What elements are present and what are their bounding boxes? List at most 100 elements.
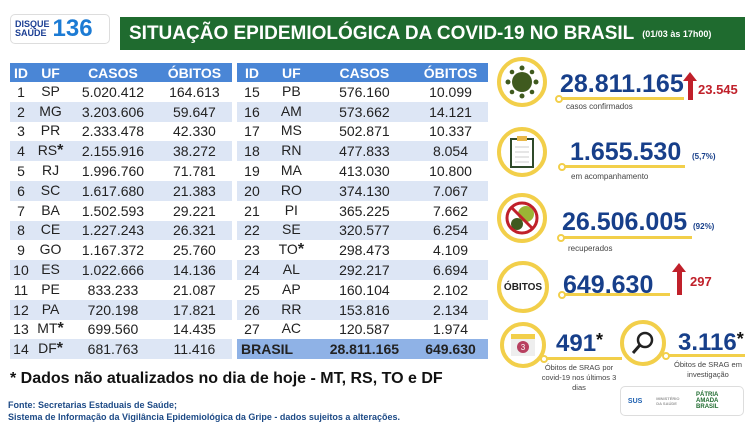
deaths-badge-label: ÓBITOS <box>503 281 543 293</box>
srag-inv-value: 3.116* <box>678 329 744 356</box>
states-table-right: ID UF CASOS ÓBITOS 15 PB 576.160 10.099 16 AM 573.… <box>237 63 488 360</box>
uf-cell: BA <box>41 201 60 218</box>
uf-cell: AP <box>281 280 301 297</box>
cases-cell: 1.022.666 <box>69 260 157 280</box>
table-row: 15 PB 576.160 10.099 <box>237 82 488 102</box>
id-cell: 3 <box>17 123 25 140</box>
table-row: 17 MS 502.871 10.337 <box>237 122 488 142</box>
column-header: ID <box>237 63 267 82</box>
monitoring-label: em acompanhamento <box>571 172 649 181</box>
uf-cell: MT* <box>37 320 64 338</box>
cases-cell: 720.198 <box>69 299 157 320</box>
deaths-cell: 42.330 <box>172 123 216 140</box>
table-row: 3 PR 2.333.478 42.330 <box>10 122 232 142</box>
deaths-delta: 297 <box>690 274 712 289</box>
table-row: 24 AL 292.217 6.694 <box>237 260 488 280</box>
footnote: * Dados não atualizados no dia de hoje -… <box>10 370 443 387</box>
table-row: 9 GO 1.167.372 25.760 <box>10 240 232 260</box>
cases-cell: 576.160 <box>339 83 390 100</box>
deaths-cell: 164.613 <box>169 83 220 100</box>
id-cell: 20 <box>237 180 267 201</box>
uf-cell: MA <box>280 162 302 179</box>
id-cell: 7 <box>17 202 25 219</box>
total-label: BRASIL <box>237 339 316 360</box>
uf-cell: PB <box>281 82 301 99</box>
recovered-label: recuperados <box>568 244 613 253</box>
source-line: Sistema de Informação da Vigilância Epid… <box>8 412 400 422</box>
table-row: 26 RR 153.816 2.134 <box>237 299 488 320</box>
table-row: 23 TO* 298.473 4.109 <box>237 240 488 260</box>
id-cell: 4 <box>10 141 32 162</box>
id-cell: 24 <box>237 260 267 280</box>
column-header: ÓBITOS <box>156 63 232 82</box>
id-cell: 19 <box>244 163 260 180</box>
table-row: 20 RO 374.130 7.067 <box>237 180 488 201</box>
column-header: ÓBITOS <box>413 63 488 82</box>
monitoring-value: 1.655.530 <box>570 138 682 166</box>
logo-number: 136 <box>52 15 93 42</box>
table-row: 14 DF* 681.763 11.416 <box>10 339 232 360</box>
id-cell: 27 <box>244 321 260 338</box>
source-line: Fonte: Secretarias Estaduais de Saúde; <box>8 400 178 410</box>
cases-cell: 833.233 <box>87 281 139 298</box>
calendar-icon: 3 <box>500 322 546 368</box>
table-row: 8 CE 1.227.243 26.321 <box>10 220 232 241</box>
deaths-cell: 25.760 <box>172 242 216 259</box>
uf-cell: TO* <box>278 241 305 259</box>
table-row: 4 RS* 2.155.916 38.272 <box>10 141 232 162</box>
id-cell: 11 <box>13 281 29 298</box>
uf-cell: PE <box>41 280 60 297</box>
id-cell: 26 <box>237 299 267 320</box>
uf-cell: MS <box>280 122 302 139</box>
cases-cell: 160.104 <box>339 281 390 298</box>
deaths-cell: 6.254 <box>413 220 488 241</box>
id-cell: 23 <box>244 242 260 259</box>
cases-cell: 1.167.372 <box>81 242 145 259</box>
id-cell: 13 <box>13 321 29 338</box>
deaths-badge: ÓBITOS <box>497 261 549 313</box>
deaths-cell: 59.647 <box>156 101 232 122</box>
id-cell: 25 <box>244 281 260 298</box>
cases-cell: 1.996.760 <box>81 163 145 180</box>
not-updated-star: * <box>56 340 63 358</box>
deaths-cell: 14.435 <box>172 321 216 338</box>
total-cases: 28.811.165 <box>315 339 413 360</box>
deaths-cell: 17.821 <box>156 299 232 320</box>
cases-cell: 1.617.680 <box>69 180 157 201</box>
deaths-cell: 8.054 <box>413 141 488 162</box>
uf-cell: AM <box>266 101 316 122</box>
deaths-cell: 10.800 <box>429 163 472 180</box>
deaths-cell: 2.134 <box>413 299 488 320</box>
uf-cell: ES <box>31 260 70 280</box>
deaths-cell: 4.109 <box>432 242 469 259</box>
table-row: 6 SC 1.617.680 21.383 <box>10 180 232 201</box>
deaths-cell: 21.087 <box>172 281 216 298</box>
svg-text:3: 3 <box>521 343 526 352</box>
id-cell: 22 <box>237 220 267 241</box>
table-row: 22 SE 320.577 6.254 <box>237 220 488 241</box>
total-deaths: 649.630 <box>413 339 488 360</box>
cases-cell: 477.833 <box>315 141 413 162</box>
deaths-cell: 29.221 <box>172 202 216 219</box>
uf-cell: MG <box>31 101 70 122</box>
cases-cell: 681.763 <box>69 339 157 360</box>
sus-logo: SUS <box>627 397 643 405</box>
deaths-cell: 21.383 <box>156 180 232 201</box>
monitoring-pct: (5,7%) <box>692 152 716 161</box>
cases-cell: 374.130 <box>315 180 413 201</box>
uf-cell: AC <box>281 320 302 337</box>
table-row: 5 RJ 1.996.760 71.781 <box>10 161 232 181</box>
id-cell: 14 <box>10 339 32 360</box>
id-cell: 5 <box>17 163 25 180</box>
uf-cell: AL <box>266 260 316 280</box>
table-row: 16 AM 573.662 14.121 <box>237 101 488 122</box>
table-row: 19 MA 413.030 10.800 <box>237 161 488 181</box>
underline <box>562 97 684 100</box>
page-title: SITUAÇÃO EPIDEMIOLÓGICA DA COVID-19 NO B… <box>129 22 635 44</box>
uf-cell: RJ <box>41 162 60 179</box>
logo-line2: SAÚDE <box>15 28 47 38</box>
deaths-cell: 71.781 <box>172 163 216 180</box>
clipboard-icon <box>497 127 547 177</box>
uf-cell: DF* <box>31 339 70 360</box>
deaths-cell: 11.416 <box>156 339 232 360</box>
